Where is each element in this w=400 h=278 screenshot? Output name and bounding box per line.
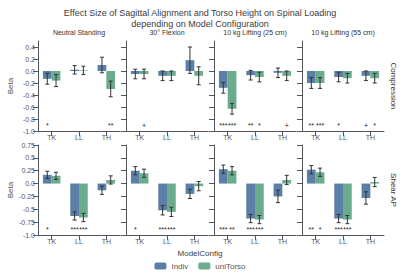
svg-text:ModelConfig: ModelConfig xyxy=(178,249,223,258)
svg-text:TK: TK xyxy=(311,238,320,245)
svg-text:10 kg Lifting (55 cm): 10 kg Lifting (55 cm) xyxy=(311,29,374,37)
svg-text:0.4: 0.4 xyxy=(25,44,35,51)
svg-text:TK: TK xyxy=(223,238,232,245)
svg-text:Effect Size of Sagittal Alignm: Effect Size of Sagittal Alignment and To… xyxy=(64,8,336,18)
svg-text:TH: TH xyxy=(102,238,111,245)
svg-text:*: * xyxy=(46,226,49,233)
svg-text:*: * xyxy=(319,226,322,233)
svg-text:0.0: 0.0 xyxy=(25,68,35,75)
svg-text:***: *** xyxy=(255,226,263,233)
svg-text:*: * xyxy=(134,226,137,233)
svg-text:***: *** xyxy=(167,226,175,233)
svg-text:***: *** xyxy=(71,226,79,233)
svg-text:-0.2: -0.2 xyxy=(23,80,35,87)
svg-text:LL: LL xyxy=(339,238,347,245)
svg-text:Neutral Standing: Neutral Standing xyxy=(53,29,105,37)
svg-text:TH: TH xyxy=(366,238,375,245)
svg-text:Indiv: Indiv xyxy=(171,262,188,271)
svg-text:+: + xyxy=(285,122,289,129)
svg-text:TH: TH xyxy=(190,134,199,141)
svg-text:depending on Model Configurati: depending on Model Configuration xyxy=(131,19,269,29)
svg-text:0.5: 0.5 xyxy=(25,154,35,161)
svg-text:-0.8: -0.8 xyxy=(23,116,35,123)
svg-text:TK: TK xyxy=(47,134,56,141)
svg-text:***: *** xyxy=(219,226,227,233)
svg-text:*: * xyxy=(337,122,340,129)
svg-text:TK: TK xyxy=(311,134,320,141)
svg-text:0.25: 0.25 xyxy=(21,167,35,174)
svg-text:***: *** xyxy=(79,226,87,233)
svg-text:**: ** xyxy=(309,226,315,233)
svg-text:**: ** xyxy=(229,226,235,233)
svg-text:***: *** xyxy=(228,122,236,129)
svg-text:-0.6: -0.6 xyxy=(23,104,35,111)
svg-text:TH: TH xyxy=(278,134,287,141)
svg-text:TK: TK xyxy=(135,134,144,141)
svg-text:0.75: 0.75 xyxy=(21,142,35,149)
svg-text:0.0: 0.0 xyxy=(25,180,35,187)
svg-text:***: *** xyxy=(219,122,227,129)
svg-text:LL: LL xyxy=(163,238,171,245)
svg-text:+: + xyxy=(364,122,368,129)
svg-text:+: + xyxy=(142,122,146,129)
svg-text:uniTorso: uniTorso xyxy=(215,262,246,271)
svg-text:LL: LL xyxy=(339,134,347,141)
svg-text:***: *** xyxy=(159,226,167,233)
svg-text:-0.4: -0.4 xyxy=(23,92,35,99)
svg-text:-0.75: -0.75 xyxy=(19,219,35,226)
svg-text:**: ** xyxy=(248,122,254,129)
svg-text:*: * xyxy=(258,122,261,129)
svg-text:**: ** xyxy=(108,122,114,129)
svg-text:TK: TK xyxy=(135,238,144,245)
svg-text:10 kg Lifting (25 cm): 10 kg Lifting (25 cm) xyxy=(223,29,286,37)
svg-text:TH: TH xyxy=(190,238,199,245)
svg-text:Beta: Beta xyxy=(6,77,15,94)
svg-text:*: * xyxy=(373,122,376,129)
svg-text:LL: LL xyxy=(163,134,171,141)
svg-text:***: *** xyxy=(316,122,324,129)
svg-text:Beta: Beta xyxy=(6,181,15,198)
svg-text:***: *** xyxy=(247,226,255,233)
svg-text:***: *** xyxy=(335,226,343,233)
svg-text:LL: LL xyxy=(75,134,83,141)
svg-text:***: *** xyxy=(343,226,351,233)
svg-text:LL: LL xyxy=(251,134,259,141)
svg-text:LL: LL xyxy=(251,238,259,245)
svg-text:TK: TK xyxy=(47,238,56,245)
svg-text:TK: TK xyxy=(223,134,232,141)
svg-text:Compression: Compression xyxy=(389,62,398,109)
svg-text:-1.0: -1.0 xyxy=(23,232,35,239)
svg-text:*: * xyxy=(46,122,49,129)
svg-text:30° Flexion: 30° Flexion xyxy=(149,29,184,36)
svg-text:LL: LL xyxy=(75,238,83,245)
svg-text:-0.25: -0.25 xyxy=(19,193,35,200)
svg-text:**: ** xyxy=(309,122,315,129)
svg-text:TH: TH xyxy=(278,238,287,245)
svg-text:TH: TH xyxy=(102,134,111,141)
svg-text:-0.5: -0.5 xyxy=(23,206,35,213)
svg-text:-1.0: -1.0 xyxy=(23,128,35,135)
svg-text:TH: TH xyxy=(366,134,375,141)
svg-text:0.2: 0.2 xyxy=(25,56,35,63)
svg-text:Shear AP: Shear AP xyxy=(389,173,398,207)
